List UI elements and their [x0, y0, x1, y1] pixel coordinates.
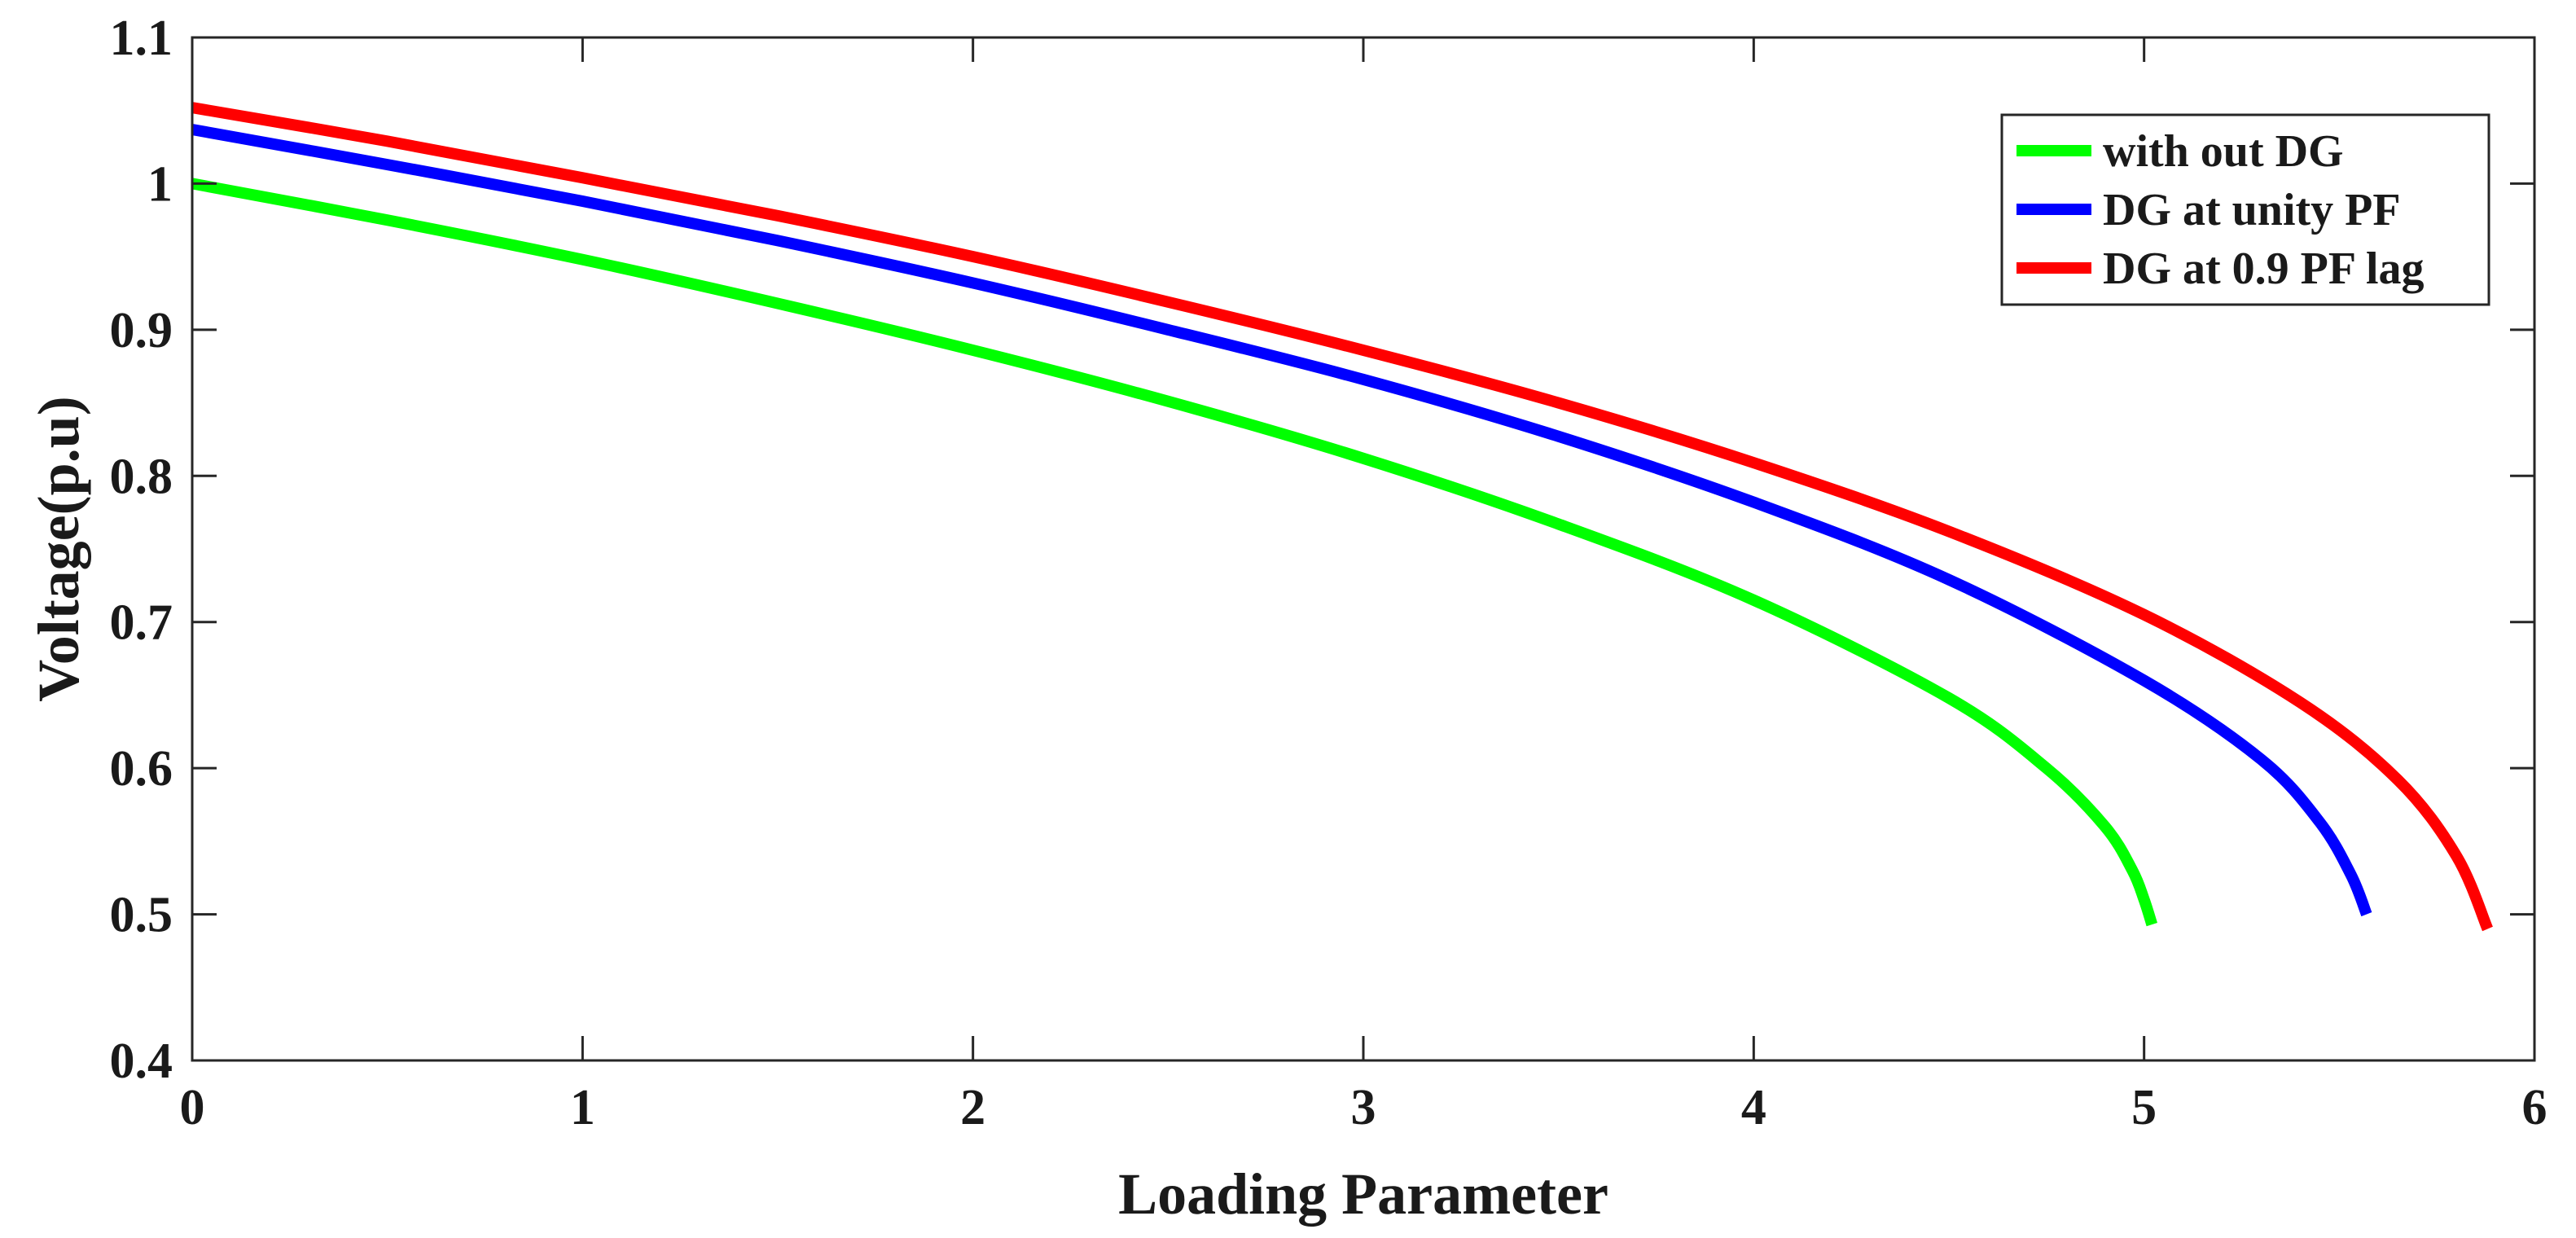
legend-label-2: DG at 0.9 PF lag	[2103, 244, 2425, 294]
x-tick-label: 0	[180, 1080, 205, 1135]
x-tick-label: 2	[960, 1080, 985, 1135]
series-lines	[191, 102, 2493, 932]
x-axis-label: Loading Parameter	[1118, 1161, 1608, 1227]
y-tick-label: 1.1	[110, 11, 173, 66]
x-tick-label: 6	[2522, 1080, 2547, 1135]
x-tick-label: 1	[570, 1080, 595, 1135]
legend: with out DG DG at unity PF DG at 0.9 PF la…	[2000, 113, 2490, 306]
x-tick-label: 5	[2131, 1080, 2157, 1135]
y-tick-label: 0.5	[110, 888, 173, 943]
series-line-0	[191, 178, 2157, 927]
legend-label-0: with out DG	[2103, 126, 2344, 177]
y-tick-label: 0.6	[110, 741, 173, 797]
axis-ticks: 0 1 2 3 4 5 6 0.4 0.5 0.6 0.7 0.8 0.9 1 1.1	[110, 11, 2547, 1135]
series-line-1	[191, 124, 2372, 917]
legend-label-1: DG at unity PF	[2103, 185, 2401, 235]
y-tick-label: 0.7	[110, 595, 173, 651]
series-line-2	[191, 102, 2493, 932]
x-tick-label: 3	[1351, 1080, 1376, 1135]
y-tick-label: 0.4	[110, 1034, 173, 1089]
x-tick-label: 4	[1741, 1080, 1766, 1135]
y-axis-label: Voltage(p.u)	[26, 396, 91, 701]
y-tick-label: 0.9	[110, 303, 173, 358]
y-tick-label: 1	[147, 156, 173, 212]
y-tick-label: 0.8	[110, 449, 173, 504]
